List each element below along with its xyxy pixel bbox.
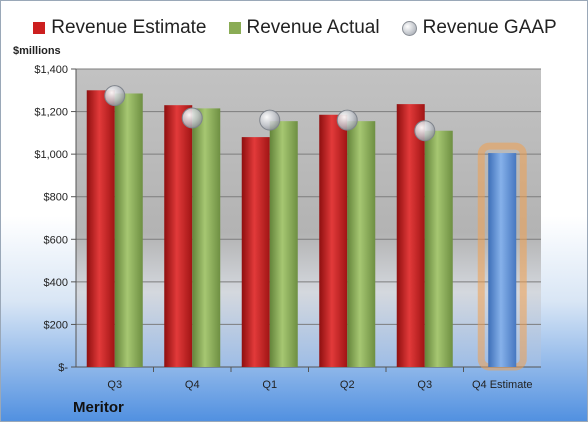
axis-labels: $- $200 $400 $600 $800 $1,000 $1,200 $1,400 Q3 Q4… — [34, 64, 541, 391]
marker-revenue-gaap — [181, 107, 203, 129]
legend-label-actual: Revenue Actual — [246, 17, 380, 38]
marker-revenue-gaap — [259, 109, 281, 131]
x-tick-label: Q2 — [340, 379, 355, 391]
y-tick-label: $400 — [44, 277, 68, 289]
legend-item-estimate: Revenue Estimate — [33, 17, 207, 39]
legend-item-gaap: Revenue GAAP — [401, 17, 557, 39]
x-tick-label: Q4 Estimate — [472, 379, 533, 391]
bar-revenue-actual — [269, 121, 298, 368]
bar-revenue-estimate — [319, 114, 348, 367]
bar-series — [86, 90, 527, 371]
legend: Revenue Estimate Revenue Actual Revenue … — [1, 17, 588, 39]
marker-revenue-gaap — [414, 120, 436, 142]
y-tick-label: $600 — [44, 234, 68, 246]
x-tick-label: Q4 — [185, 379, 200, 391]
legend-swatch-gaap — [401, 20, 417, 36]
bar-revenue-actual — [424, 130, 453, 367]
bar-revenue-estimate — [164, 105, 193, 367]
y-tick-label: $800 — [44, 192, 68, 204]
bar-revenue-estimate — [396, 104, 425, 367]
bar-revenue-actual — [192, 108, 221, 367]
legend-swatch-estimate — [33, 22, 46, 34]
y-axis-unit-label: $millions — [13, 45, 61, 57]
gaap-markers — [104, 85, 436, 142]
y-tick-label: $- — [58, 362, 68, 374]
y-tick-label: $1,200 — [34, 107, 68, 119]
bar-revenue-actual — [347, 121, 376, 368]
y-tick-label: $1,400 — [34, 64, 68, 76]
bar-revenue-estimate — [86, 90, 115, 368]
legend-label-estimate: Revenue Estimate — [51, 17, 207, 38]
x-tick-label: Q3 — [417, 379, 432, 391]
bar-revenue-actual — [114, 93, 143, 367]
x-tick-label: Q1 — [262, 379, 277, 391]
legend-swatch-actual — [228, 22, 241, 34]
bar-revenue-estimate — [241, 137, 270, 367]
legend-label-gaap: Revenue GAAP — [422, 17, 557, 38]
marker-revenue-gaap — [336, 109, 358, 131]
y-tick-label: $200 — [44, 319, 68, 331]
plot-area — [76, 69, 541, 367]
y-tick-label: $1,000 — [34, 149, 68, 161]
marker-revenue-gaap — [104, 85, 126, 107]
legend-item-actual: Revenue Actual — [228, 17, 380, 39]
company-name: Meritor — [73, 399, 124, 416]
bar-q4-estimate — [488, 153, 517, 367]
x-tick-label: Q3 — [107, 379, 122, 391]
